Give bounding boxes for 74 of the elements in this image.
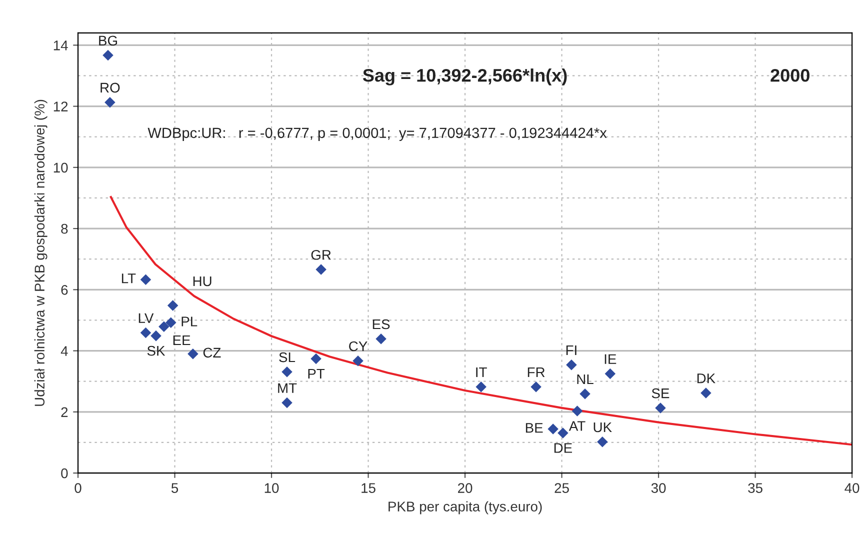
point — [282, 366, 292, 378]
point — [604, 368, 616, 380]
point — [572, 406, 583, 416]
point — [310, 353, 322, 364]
y-tick-label: 12 — [54, 102, 68, 112]
annotation: DE — [554, 443, 572, 453]
point — [700, 388, 712, 398]
x-tick-label: 5 — [171, 483, 178, 493]
annotation: IT — [476, 367, 487, 378]
point — [566, 359, 577, 370]
point — [316, 264, 326, 275]
point — [104, 96, 116, 108]
annotation: 2000 — [770, 69, 810, 82]
point — [655, 402, 666, 414]
y-tick-label: 2 — [61, 407, 68, 417]
annotation: AT — [568, 421, 586, 431]
annotation: PL — [182, 316, 198, 326]
x-tick-label: 20 — [458, 483, 472, 493]
y-tick-label: 10 — [54, 162, 68, 173]
annotation: ES — [372, 319, 390, 330]
annotation: FR — [528, 367, 545, 378]
y-axis-title: Udział rolnictwa w PKB gospodarki narodowej (%) — [34, 100, 48, 406]
annotation: HU — [193, 276, 212, 286]
point — [140, 327, 152, 338]
x-tick-label: 40 — [844, 483, 860, 493]
x-tick-label: 35 — [748, 483, 762, 493]
point — [166, 317, 176, 328]
point — [102, 50, 114, 61]
annotation: LT — [122, 274, 136, 284]
point — [558, 428, 568, 438]
x-tick-label: 30 — [651, 483, 666, 493]
annotation: CY — [349, 341, 368, 352]
annotation: DK — [697, 374, 716, 384]
annotation: CZ — [203, 348, 221, 358]
point — [376, 333, 386, 344]
point — [282, 397, 292, 408]
x-tick-label: 25 — [554, 483, 569, 493]
annotation: WDBpc:UR: r = -0,6777, p = 0,0001; y= 7,17094377 - 0,192344424*x — [148, 128, 607, 141]
annotation: SK — [147, 346, 166, 356]
point — [140, 274, 152, 285]
annotation: SE — [652, 388, 670, 398]
annotation: UK — [594, 422, 612, 432]
annotation: PT — [308, 368, 325, 379]
annotation: Sag = 10,392-2,566*ln(x) — [362, 68, 567, 86]
annotation: FI — [566, 345, 576, 356]
annotation: RO — [100, 82, 120, 93]
annotation: MT — [278, 383, 297, 393]
point — [352, 355, 364, 366]
point — [150, 330, 162, 342]
annotation: NL — [577, 374, 594, 384]
annotation: BG — [99, 36, 117, 46]
x-tick-label: 0 — [74, 483, 82, 493]
annotation: BE — [526, 423, 543, 433]
x-tick-label: 10 — [264, 483, 279, 493]
point — [530, 381, 542, 392]
annotation: SL — [279, 352, 296, 362]
y-tick-label: 14 — [54, 40, 68, 50]
point — [580, 388, 590, 400]
annotation: EE — [173, 335, 190, 346]
y-tick-label: 4 — [60, 346, 68, 356]
x-tick-label: 15 — [362, 483, 376, 493]
point — [188, 348, 198, 360]
point — [597, 436, 608, 448]
y-tick-label: 8 — [61, 224, 68, 234]
annotation: IE — [604, 354, 616, 364]
annotation: GR — [311, 250, 331, 260]
point — [476, 381, 486, 392]
x-axis-title: PKB per capita (tys.euro) — [388, 501, 542, 514]
point — [167, 300, 178, 311]
point — [158, 321, 170, 332]
y-tick-label: 0 — [61, 468, 68, 478]
y-tick-label: 6 — [61, 285, 68, 295]
point — [548, 424, 558, 434]
annotation: LV — [138, 313, 154, 323]
